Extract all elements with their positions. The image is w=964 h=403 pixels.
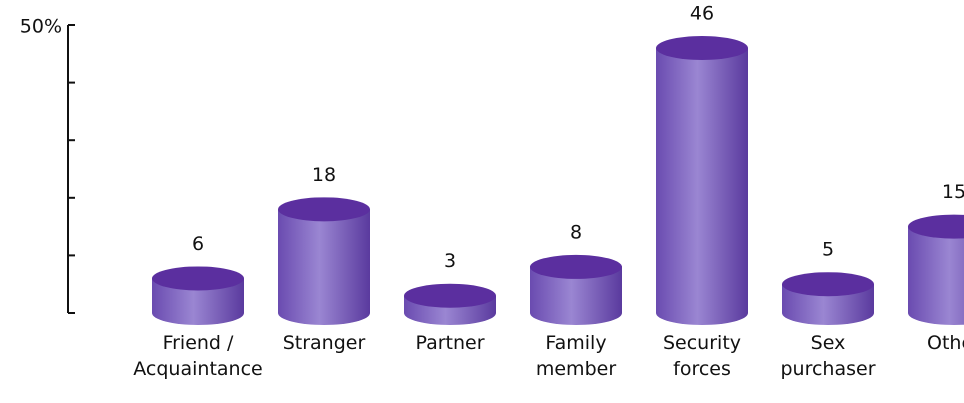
bar: [908, 214, 964, 325]
bar-top: [152, 266, 244, 291]
bar-body: [278, 209, 370, 325]
bar: [782, 272, 874, 325]
bar-body: [656, 48, 748, 325]
value-label: 3: [444, 250, 456, 272]
x-tick-label: Family member: [535, 332, 617, 380]
bar-body: [152, 278, 244, 325]
x-tick-label: Sex purchaser: [780, 332, 876, 380]
x-tick-label: Other: [927, 332, 964, 354]
x-tick-label: Stranger: [282, 332, 366, 354]
y-tick-label: 50%: [20, 16, 62, 38]
value-label: 15: [942, 181, 964, 203]
x-tick-label: Friend / Acquaintance: [133, 332, 263, 380]
value-label: 18: [312, 164, 336, 186]
value-label: 5: [822, 239, 834, 261]
bar-top: [404, 283, 496, 308]
bar: [278, 197, 370, 325]
x-tick-label: Partner: [415, 332, 485, 354]
bar-top: [656, 36, 748, 61]
bar-body: [908, 226, 964, 325]
bar-top: [908, 214, 964, 239]
value-label: 46: [690, 3, 714, 25]
value-label: 6: [192, 233, 204, 255]
bar: [530, 254, 622, 325]
value-label: 8: [570, 221, 582, 243]
bar: [656, 36, 748, 325]
bar-top: [782, 272, 874, 297]
bar: [404, 283, 496, 325]
bar-top: [278, 197, 370, 222]
bar-top: [530, 254, 622, 279]
bar: [152, 266, 244, 325]
bar-body: [530, 266, 622, 325]
x-tick-label: Security forces: [662, 332, 742, 380]
